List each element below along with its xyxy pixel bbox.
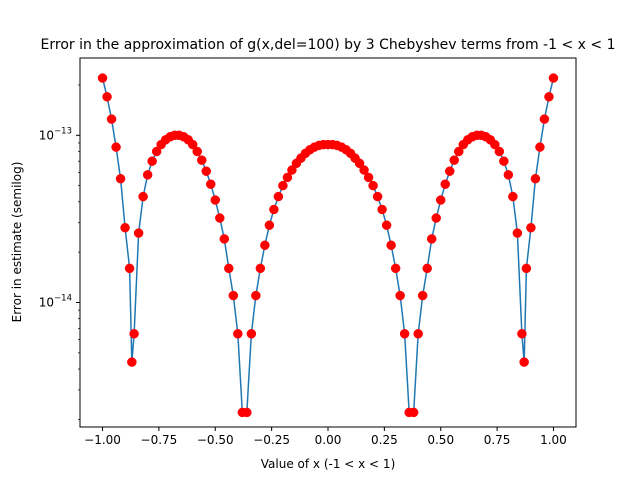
x-tick-label: 0.25 (371, 433, 398, 447)
data-point (508, 191, 518, 202)
x-axis: −1.00 −0.75 −0.50 −0.25 0.00 0.25 0.50 0.75 1.00 (84, 427, 567, 447)
data-point (187, 139, 198, 150)
data-point (354, 158, 365, 169)
data-point (368, 180, 378, 191)
data-point (490, 139, 500, 150)
data-point (273, 191, 284, 202)
x-tick-label: −0.75 (141, 433, 178, 447)
data-point (192, 146, 202, 157)
data-point (201, 166, 211, 176)
y-axis-label: Error in estimate (semilog) (10, 162, 24, 323)
data-point (215, 213, 225, 223)
data-point (431, 213, 441, 223)
data-point (372, 191, 383, 202)
y-tick-label: 10−14 (39, 293, 72, 309)
data-point (278, 180, 288, 191)
data-point (359, 165, 369, 175)
data-point (151, 146, 162, 157)
data-point (517, 329, 527, 339)
data-point (530, 173, 541, 184)
plot-area (97, 73, 559, 418)
data-point (111, 142, 121, 152)
data-point (521, 263, 532, 274)
data-point (242, 407, 252, 418)
data-point (503, 170, 514, 180)
data-point (408, 407, 419, 418)
data-point (129, 329, 139, 339)
data-point (133, 228, 144, 238)
data-point (548, 73, 559, 83)
x-tick-label: 1.00 (540, 433, 567, 447)
data-point (224, 263, 234, 274)
y-tick-label: 10−13 (39, 126, 72, 142)
data-point (544, 92, 554, 102)
x-tick-label: −0.25 (253, 433, 290, 447)
x-tick-label: 0.75 (484, 433, 511, 447)
x-tick-label: −0.50 (197, 433, 234, 447)
data-point (539, 114, 550, 124)
data-point (120, 222, 130, 233)
data-point (526, 222, 536, 233)
data-point (233, 329, 243, 339)
data-point (138, 191, 148, 202)
x-tick-label: 0.50 (427, 433, 454, 447)
data-point (363, 172, 374, 183)
data-point (440, 179, 450, 189)
data-point (381, 220, 392, 230)
data-point (124, 263, 135, 274)
data-point (197, 155, 207, 165)
data-point (417, 290, 428, 301)
data-point (386, 240, 396, 250)
data-point (377, 204, 387, 215)
x-tick-label: −1.00 (84, 433, 121, 447)
data-point (282, 172, 293, 183)
data-point (454, 146, 464, 157)
data-point (535, 142, 545, 152)
data-point (426, 234, 437, 244)
data-point (287, 165, 297, 175)
data-point (97, 73, 108, 83)
data-point (519, 357, 529, 367)
chart-title: Error in the approximation of g(x,del=10… (41, 37, 616, 53)
data-point (399, 329, 410, 339)
data-point (142, 170, 153, 180)
data-point (499, 156, 509, 166)
data-point (210, 195, 221, 205)
x-tick-label: 0.00 (315, 433, 342, 447)
data-point (260, 240, 270, 250)
data-point (206, 179, 216, 189)
data-point (413, 329, 423, 339)
data-point (228, 290, 239, 301)
data-point (219, 234, 230, 244)
data-point (264, 220, 275, 230)
data-point (251, 290, 261, 301)
data-point (102, 92, 112, 102)
data-point (449, 155, 459, 165)
data-point (390, 263, 401, 274)
data-point (512, 228, 523, 238)
data-point (494, 146, 505, 157)
data-point (255, 263, 266, 274)
x-axis-label: Value of x (-1 < x < 1) (261, 457, 396, 471)
data-point (147, 156, 157, 166)
data-point (246, 329, 257, 339)
data-point (395, 290, 405, 301)
data-point (435, 195, 446, 205)
data-point (127, 357, 137, 367)
data-point (445, 166, 455, 176)
data-point (422, 263, 432, 274)
data-point (269, 204, 279, 215)
data-point (106, 114, 117, 124)
y-axis: 10−14 10−13 (39, 84, 80, 420)
data-point (115, 173, 126, 184)
